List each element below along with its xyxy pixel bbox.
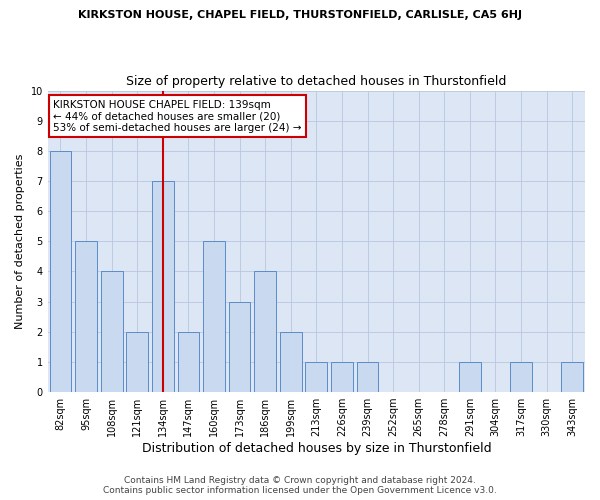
Bar (152, 181, 173, 392)
Bar (203, 242, 225, 392)
Bar (280, 332, 302, 392)
X-axis label: Distribution of detached houses by size in Thurstonfield: Distribution of detached houses by size … (142, 442, 491, 455)
Bar (459, 362, 481, 392)
Bar (510, 362, 532, 392)
Bar (50, 151, 71, 392)
Text: KIRKSTON HOUSE, CHAPEL FIELD, THURSTONFIELD, CARLISLE, CA5 6HJ: KIRKSTON HOUSE, CHAPEL FIELD, THURSTONFI… (78, 10, 522, 20)
Bar (562, 362, 583, 392)
Bar (229, 302, 250, 392)
Text: KIRKSTON HOUSE CHAPEL FIELD: 139sqm
← 44% of detached houses are smaller (20)
53: KIRKSTON HOUSE CHAPEL FIELD: 139sqm ← 44… (53, 100, 302, 133)
Bar (101, 272, 122, 392)
Bar (75, 242, 97, 392)
Bar (178, 332, 199, 392)
Bar (356, 362, 379, 392)
Bar (254, 272, 276, 392)
Bar (331, 362, 353, 392)
Text: Contains HM Land Registry data © Crown copyright and database right 2024.
Contai: Contains HM Land Registry data © Crown c… (103, 476, 497, 495)
Title: Size of property relative to detached houses in Thurstonfield: Size of property relative to detached ho… (126, 75, 506, 88)
Bar (305, 362, 327, 392)
Bar (127, 332, 148, 392)
Y-axis label: Number of detached properties: Number of detached properties (15, 154, 25, 329)
